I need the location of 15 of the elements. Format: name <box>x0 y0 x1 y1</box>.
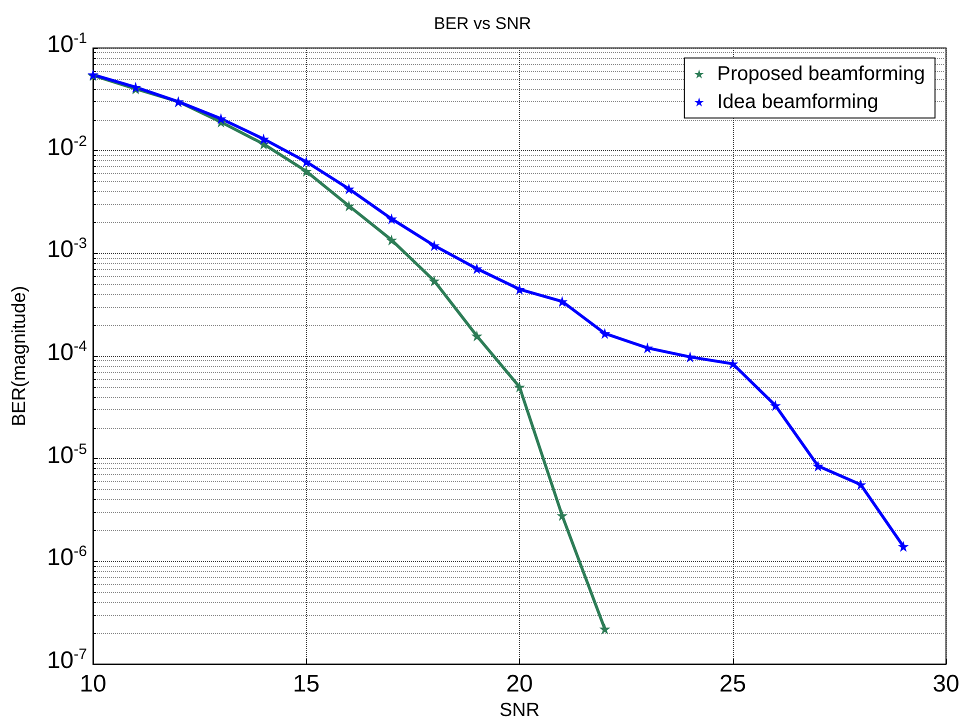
y-tick-label: 10$^{-6}$ <box>46 543 87 572</box>
x-tick-label: 30 <box>932 670 960 698</box>
y-tick-label: 10$^{-4}$ <box>46 338 87 368</box>
y-tick-label: 10$^{-3}$ <box>46 235 87 264</box>
legend-label: Idea beamforming <box>717 91 878 113</box>
chart-title: BER vs SNR <box>434 14 532 33</box>
y-tick-label: 10$^{-1}$ <box>46 30 87 59</box>
x-tick-label: 20 <box>506 670 533 698</box>
legend-label: Proposed beamforming <box>717 63 925 85</box>
x-axis-title: SNR <box>499 700 540 721</box>
y-tick-label: 10$^{-5}$ <box>46 440 87 470</box>
y-tick-label: 10$^{-2}$ <box>46 132 87 162</box>
x-tick-label: 25 <box>719 670 746 698</box>
x-tick-label: 15 <box>292 670 320 698</box>
y-axis-title: BER(magnitude) <box>9 286 30 426</box>
